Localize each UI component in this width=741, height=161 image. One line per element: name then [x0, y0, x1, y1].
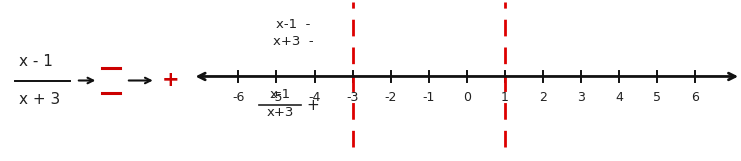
- Text: x-1: x-1: [270, 88, 290, 101]
- Text: 3: 3: [577, 91, 585, 104]
- Text: -1: -1: [422, 91, 435, 104]
- Text: -2: -2: [385, 91, 397, 104]
- Text: 2: 2: [539, 91, 547, 104]
- Text: -5: -5: [270, 91, 282, 104]
- Text: x-1  -: x-1 -: [276, 18, 310, 31]
- Text: 5: 5: [654, 91, 661, 104]
- Text: 0: 0: [463, 91, 471, 104]
- Text: -4: -4: [308, 91, 321, 104]
- Text: +: +: [306, 98, 319, 113]
- Text: 4: 4: [615, 91, 623, 104]
- Text: 6: 6: [691, 91, 700, 104]
- Text: x - 1: x - 1: [19, 54, 53, 69]
- Text: x+3  -: x+3 -: [273, 35, 314, 48]
- Text: 1: 1: [501, 91, 509, 104]
- Text: -6: -6: [232, 91, 245, 104]
- Text: +: +: [162, 71, 179, 90]
- Text: -3: -3: [346, 91, 359, 104]
- Text: x+3: x+3: [267, 106, 294, 119]
- Text: x + 3: x + 3: [19, 92, 60, 107]
